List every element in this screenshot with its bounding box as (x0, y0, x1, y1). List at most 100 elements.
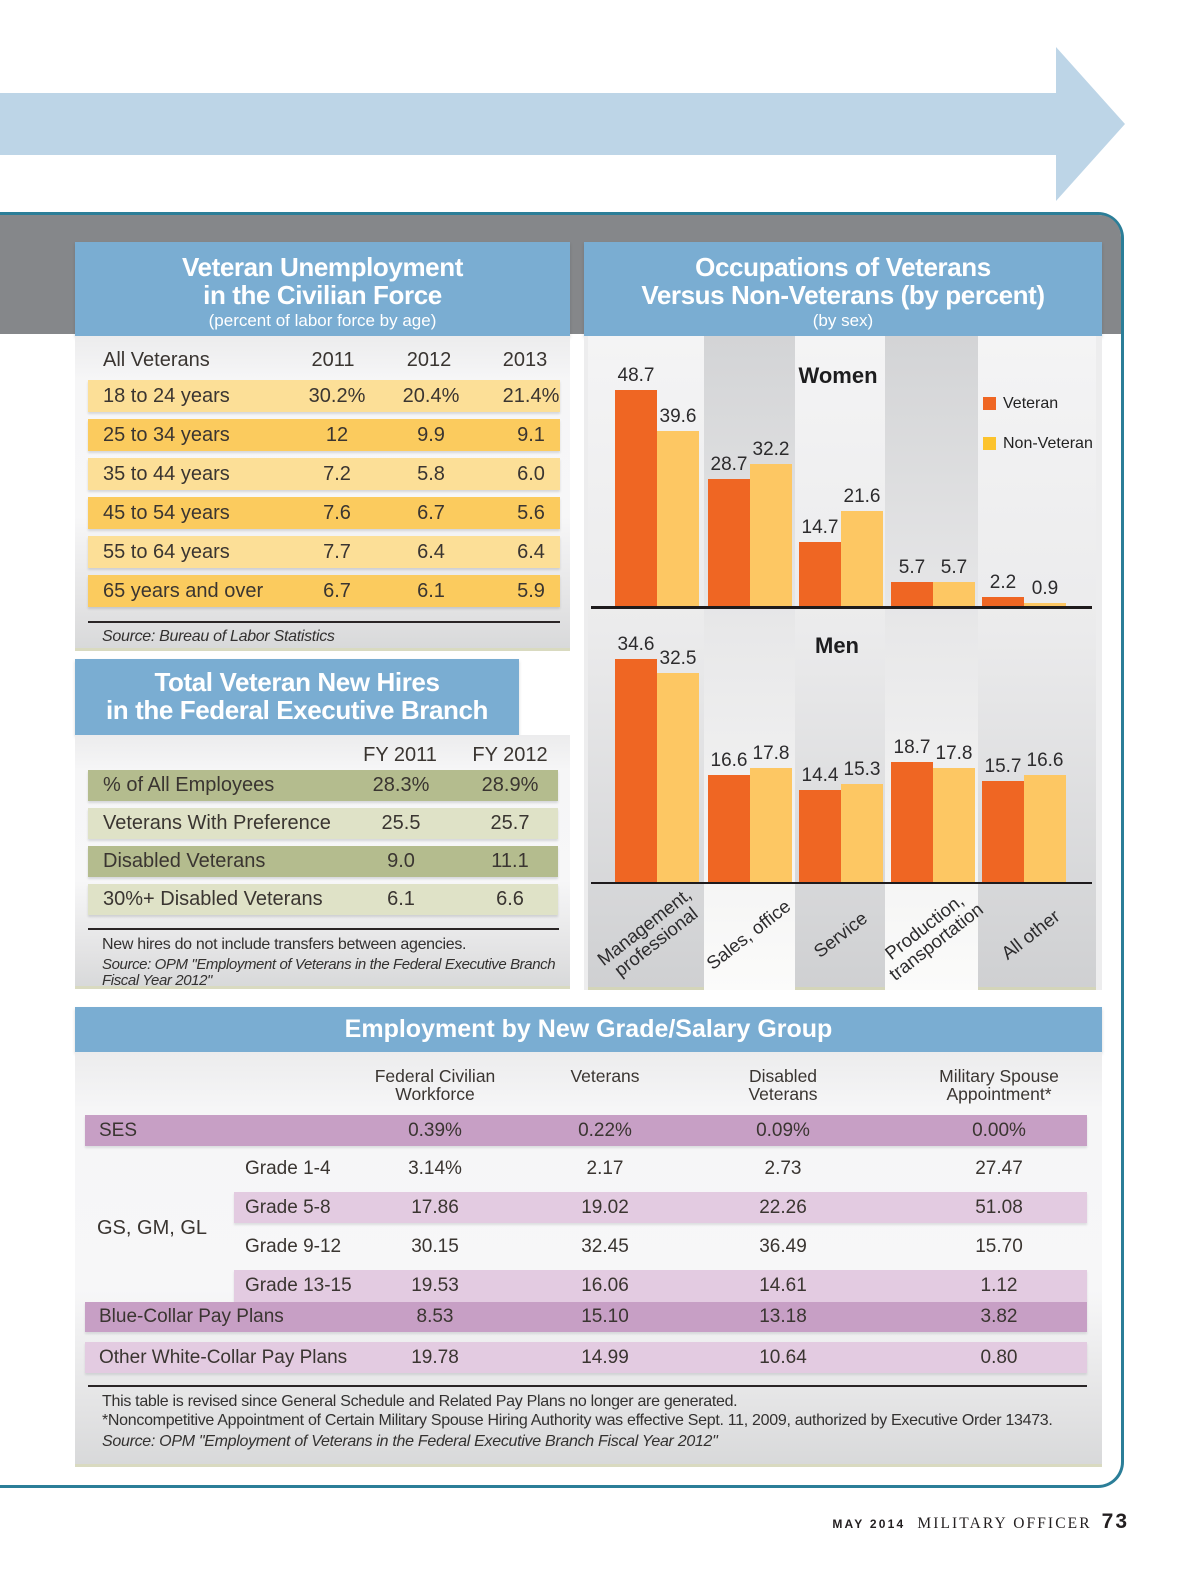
occupations-header: Occupations of Veterans Versus Non-Veter… (584, 242, 1102, 336)
women-veteran-bar-value: 28.7 (710, 454, 748, 476)
grade-salary-row: Grade 13-15 19.53 16.06 14.61 1.12 (75, 1270, 1102, 1302)
women-non-veteran-bar (657, 430, 699, 607)
unemployment-header: Veteran Unemployment in the Civilian For… (75, 242, 570, 336)
men-non-veteran-bar-value: 17.8 (935, 742, 973, 764)
men-non-veteran-bar-value: 32.5 (659, 647, 697, 669)
men-non-veteran-bar (1024, 775, 1066, 883)
unemployment-row: 25 to 34 years 12 9.9 9.1 (88, 419, 560, 451)
women-non-veteran-bar-value: 21.6 (843, 485, 881, 507)
unemployment-row: 35 to 44 years 7.2 5.8 6.0 (88, 458, 560, 490)
decorative-arrow-banner (0, 47, 1125, 201)
unemployment-source: Source: Bureau of Labor Statistics (102, 628, 335, 645)
unemployment-row: 18 to 24 years 30.2% 20.4% 21.4% (88, 380, 560, 412)
grade-salary-row-label: Other White-Collar Pay Plans (99, 1346, 348, 1368)
unemployment-row-value: 20.4% (402, 384, 460, 407)
unemployment-title-line2: in the Civilian Force (203, 280, 442, 310)
occupations-chart: Women Men Veteran Non-Veteran 48.7 39.6 28… (584, 336, 1102, 990)
grade-salary-header: Employment by New Grade/Salary Group (75, 1007, 1102, 1052)
grade-salary-row-band (85, 1342, 1087, 1373)
unemployment-row-label: 35 to 44 years (103, 462, 230, 485)
grade-salary-row-value: 8.53 (416, 1306, 454, 1327)
grade-salary-column-header: Disabled Veterans (748, 1066, 818, 1104)
new-hires-row-label: % of All Employees (103, 774, 275, 796)
men-axis-line (591, 881, 1092, 884)
new-hires-row-label: Veterans With Preference (103, 812, 331, 834)
legend-veteran-swatch (983, 397, 996, 410)
grade-salary-row-value: 22.26 (759, 1196, 807, 1218)
new-hires-row-value: 9.0 (387, 850, 415, 872)
grade-salary-row-label: Grade 1-4 (245, 1157, 331, 1179)
grade-salary-row-value: 27.47 (975, 1157, 1023, 1179)
grade-salary-column-header: Military Spouse Appointment* (939, 1066, 1059, 1104)
grade-salary-row-value: 2.73 (764, 1157, 802, 1179)
men-group-label: Men (815, 633, 859, 658)
grade-salary-row-value: 2.17 (586, 1157, 624, 1179)
women-veteran-bar-value: 48.7 (617, 365, 655, 387)
occupations-title-line1: Occupations of Veterans (695, 252, 991, 282)
grade-salary-row: SES 0.39% 0.22% 0.09% 0.00% (75, 1115, 1102, 1146)
legend-non-veteran-swatch (983, 437, 996, 450)
women-non-veteran-bar-value: 39.6 (659, 405, 697, 427)
new-hires-row-value: 6.6 (496, 888, 524, 910)
grade-salary-row-value: 30.15 (411, 1235, 459, 1257)
new-hires-row-value: 6.1 (387, 888, 415, 910)
grade-salary-row-label: Grade 13-15 (245, 1275, 352, 1296)
men-non-veteran-bar (750, 767, 792, 883)
men-non-veteran-bar (657, 672, 699, 883)
page-footer: MAY 2014 MILITARY OFFICER 73 (832, 1510, 1127, 1534)
unemployment-row: 65 years and over 6.7 6.1 5.9 (88, 575, 560, 607)
new-hires-source-line1: Source: OPM "Employment of Veterans in t… (102, 956, 556, 973)
grade-salary-row-value: 36.49 (759, 1235, 807, 1257)
men-non-veteran-bar (933, 767, 975, 883)
grade-salary-row-band (234, 1192, 1087, 1223)
grade-salary-row-value: 1.12 (980, 1275, 1018, 1296)
grade-salary-divider (88, 1385, 1087, 1387)
unemployment-row-value: 6.4 (417, 540, 445, 563)
new-hires-row-value: 11.1 (491, 850, 529, 872)
grade-salary-row-value: 14.61 (759, 1275, 807, 1296)
unemployment-allveterans-label: All Veterans (103, 349, 210, 371)
new-hires-title-line2: in the Federal Executive Branch (105, 695, 489, 725)
men-non-veteran-bar-value: 15.3 (843, 758, 881, 780)
women-veteran-bar-value: 2.2 (989, 572, 1017, 594)
men-veteran-bar (799, 789, 841, 883)
grade-salary-row-label: Grade 9-12 (245, 1235, 342, 1257)
unemployment-row-label: 45 to 54 years (103, 501, 230, 524)
grade-salary-row: Blue-Collar Pay Plans 8.53 15.10 13.18 3.82 (75, 1302, 1102, 1332)
unemployment-row-value: 7.6 (323, 501, 351, 524)
grade-salary-row-value: 0.09% (756, 1119, 810, 1141)
unemployment-row-value: 6.1 (417, 579, 445, 602)
women-axis-line (591, 606, 1092, 609)
new-hires-row: Disabled Veterans 9.0 11.1 (88, 846, 558, 877)
new-hires-col-fy2012: FY 2012 (472, 744, 548, 766)
new-hires-row-label: 30%+ Disabled Veterans (103, 888, 323, 910)
grade-salary-row-value: 15.70 (975, 1235, 1023, 1257)
grade-salary-footnote1: This table is revised since General Sche… (102, 1393, 738, 1410)
women-non-veteran-bar-value: 0.9 (1031, 577, 1059, 599)
unemployment-title-line1: Veteran Unemployment (182, 252, 463, 282)
grade-salary-row: Other White-Collar Pay Plans 19.78 14.99 10… (75, 1342, 1102, 1373)
unemployment-row-label: 18 to 24 years (103, 384, 230, 407)
women-veteran-bar (708, 479, 750, 607)
men-veteran-bar (891, 761, 933, 883)
unemployment-row-value: 6.4 (517, 540, 545, 563)
new-hires-title-line1: Total Veteran New Hires (154, 667, 440, 697)
women-veteran-bar-value: 5.7 (898, 556, 926, 578)
grade-salary-row-band (234, 1270, 1087, 1302)
grade-salary-row-value: 19.53 (411, 1275, 459, 1296)
grade-salary-column-header: Federal Civilian Workforce (374, 1066, 496, 1104)
grade-salary-row-value: 0.80 (980, 1346, 1018, 1368)
men-non-veteran-bar-value: 16.6 (1026, 750, 1064, 772)
men-veteran-bar (708, 775, 750, 883)
unemployment-row-value: 12 (325, 423, 349, 446)
grade-salary-row-value: 51.08 (975, 1196, 1023, 1218)
grade-salary-row: Grade 9-12 30.15 32.45 36.49 15.70 (75, 1231, 1102, 1262)
unemployment-row-value: 21.4% (502, 384, 560, 407)
grade-salary-row-label: Blue-Collar Pay Plans (99, 1306, 284, 1327)
legend-veteran-label: Veteran (1003, 395, 1059, 412)
unemployment-row-value: 6.7 (323, 579, 351, 602)
grade-salary-table: Federal Civilian Workforce Veterans Disable… (75, 1052, 1102, 1467)
occupations-title-line2: Versus Non-Veterans (by percent) (641, 280, 1045, 310)
unemployment-row-value: 5.6 (517, 501, 545, 524)
